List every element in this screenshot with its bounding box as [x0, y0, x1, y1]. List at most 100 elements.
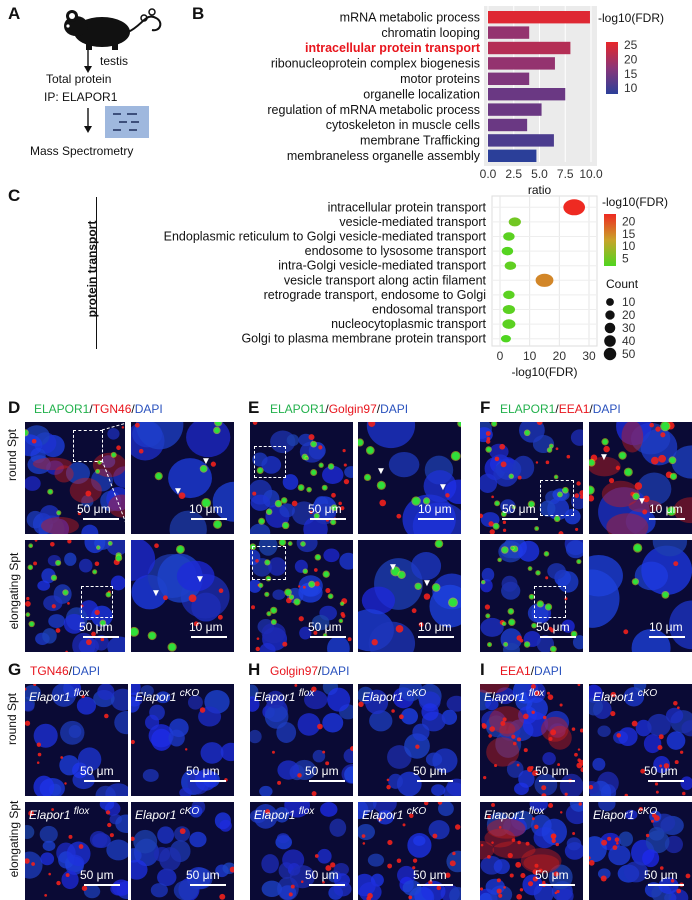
bubble-x-tick: 30: [582, 349, 596, 363]
micro-h-round-cko: Elapor1 cKO 50 μm: [358, 684, 461, 796]
arrow-down-icon: [84, 48, 92, 73]
bar-category-label: membrane Trafficking: [360, 134, 480, 148]
panel-f-markers: ELAPOR1/EEA1/DAPI: [500, 402, 621, 416]
bubble-point: [508, 217, 521, 227]
bar-colorbar-tick: 20: [624, 52, 638, 66]
bubble-point: [535, 273, 554, 287]
bubble-point: [503, 232, 515, 241]
bubble-colorbar-tick: 10: [622, 239, 636, 253]
step-mass-spec: Mass Spectrometry: [30, 144, 134, 158]
bubble-category-label: Golgi to plasma membrane protein transpo…: [241, 332, 486, 346]
micro-i-elong-cko: Elapor1 cKO 50 μm: [589, 802, 692, 900]
bubble-point: [501, 246, 514, 256]
micro-e-elong-zoom: ▼ ▼ 10 μm: [358, 540, 461, 652]
bubble-size-tick: 20: [622, 308, 636, 322]
micro-d-round-zoom: ▼ ▼ 10 μm: [131, 422, 234, 534]
bubble-category-label: endosomal transport: [372, 303, 486, 317]
micro-f-round-overview: 50 μm: [480, 422, 583, 534]
bar-colorbar-tick: 25: [624, 38, 638, 52]
bar-category-label: ribonucleoprotein complex biogenesis: [271, 57, 480, 71]
arrowhead-icon: ▼: [422, 578, 432, 589]
panel-g-markers: TGN46/DAPI: [30, 664, 101, 678]
bubble-size-legend-title: Count: [606, 277, 639, 291]
bubble-point: [502, 304, 516, 315]
row-label-round-top: round Spt: [5, 428, 19, 482]
micro-d-elong-zoom: ▼ ▼ 10 μm: [131, 540, 234, 652]
gel-icon: [105, 106, 149, 138]
bubble-size-key: [605, 310, 615, 320]
bubble-category-label: vesicle transport along actin filament: [284, 273, 487, 287]
genotype-label: Elapor1 cKO: [362, 688, 427, 704]
row-label-elongating-bottom: elongating Spt: [7, 800, 21, 878]
bubble-size-tick: 30: [622, 321, 636, 335]
micro-i-round-flox: Elapor1 flox 50 μm: [480, 684, 583, 796]
bubble-point: [503, 290, 515, 300]
bar-x-label: ratio: [528, 183, 552, 197]
genotype-label: Elapor1 flox: [254, 806, 315, 822]
micro-g-elong-cko: Elapor1 cKO 50 μm: [131, 802, 234, 900]
bubble-category-label: Endoplasmic reticulum to Golgi vesicle-m…: [164, 230, 487, 244]
micro-e-round-overview: 50 μm: [250, 422, 353, 534]
bubble-size-tick: 50: [622, 347, 636, 361]
micro-d-elong-overview: 50 μm: [25, 540, 125, 652]
row-label-elongating-top: elongating Spt: [7, 552, 21, 630]
micro-g-round-cko: Elapor1 cKO 50 μm: [131, 684, 234, 796]
panel-i-letter: I: [480, 660, 485, 679]
bar-category-label: regulation of mRNA metabolic process: [267, 103, 480, 117]
panel-h-markers: Golgin97/DAPI: [270, 664, 350, 678]
arrowhead-icon: ▼: [599, 452, 609, 463]
bar-category-label: chromatin looping: [381, 26, 480, 40]
micro-i-elong-flox: Elapor1 flox 50 μm: [480, 802, 583, 900]
bubble-category-label: retrograde transport, endosome to Golgi: [264, 288, 486, 302]
bar-category-label: cytoskeleton in muscle cells: [326, 118, 480, 132]
micro-e-round-zoom: ▼ ▼ 10 μm: [358, 422, 461, 534]
panel-i-markers: EEA1/DAPI: [500, 664, 563, 678]
bubble-category-label: vesicle-mediated transport: [339, 215, 486, 229]
micro-f-round-zoom: ▼ ▼ 10 μm: [589, 422, 692, 534]
micro-h-elong-cko: Elapor1 cKO 50 μm: [358, 802, 461, 900]
bubble-x-tick: 0: [497, 349, 504, 363]
micro-d-round-overview: 50 μm: [25, 422, 125, 534]
panel-f-letter: F: [480, 398, 491, 417]
panel-a-letter: A: [8, 4, 21, 23]
bar: [488, 118, 528, 132]
genotype-label: Elapor1 flox: [254, 688, 315, 704]
group-label: protein transport: [85, 220, 99, 318]
bubble-size-key: [604, 335, 616, 347]
micro-h-elong-flox: Elapor1 flox 50 μm: [250, 802, 353, 900]
bubble-colorbar-tick: 5: [622, 252, 629, 266]
genotype-label: Elapor1 cKO: [135, 806, 200, 822]
bar: [488, 41, 571, 55]
bar-category-label: intracellular protein transport: [305, 41, 481, 55]
bar-colorbar-tick: 15: [624, 67, 638, 81]
go-bar-chart: 0.0 2.5 5.0 7.5 10.0 mRNA metabolic process ch…: [267, 6, 664, 197]
bar: [488, 72, 530, 85]
micro-f-elong-overview: 50 μm: [480, 540, 583, 652]
bubble-category-label: intracellular protein transport: [328, 200, 487, 214]
bubble-point: [500, 335, 511, 343]
bar-category-label: motor proteins: [400, 72, 480, 86]
bar: [488, 88, 566, 101]
step-total-protein: Total protein: [46, 72, 112, 86]
mouse-icon: [64, 8, 162, 50]
genotype-label: Elapor1 flox: [29, 806, 90, 822]
panel-c-letter: C: [8, 186, 21, 205]
step-ip: IP: ELAPOR1: [44, 90, 118, 104]
arrowhead-icon: ▼: [438, 482, 448, 493]
panel-h-letter: H: [248, 660, 261, 679]
arrowhead-icon: ▼: [637, 496, 647, 507]
genotype-label: Elapor1 flox: [484, 688, 545, 704]
row-label-round-bottom: round Spt: [5, 692, 19, 746]
bubble-size-key: [606, 298, 614, 306]
genotype-label: Elapor1 cKO: [135, 688, 200, 704]
bar: [488, 57, 555, 70]
bar-x-tick: 0.0: [480, 167, 497, 181]
bar-x-tick: 5.0: [531, 167, 548, 181]
bar: [488, 149, 537, 162]
bubble-size-tick: 10: [622, 295, 636, 309]
micro-g-round-flox: Elapor1 flox 50 μm: [25, 684, 128, 796]
arrow-down-icon-2: [84, 108, 92, 133]
bar-colorbar-tick: 10: [624, 81, 638, 95]
bar-colorbar: [606, 42, 618, 94]
